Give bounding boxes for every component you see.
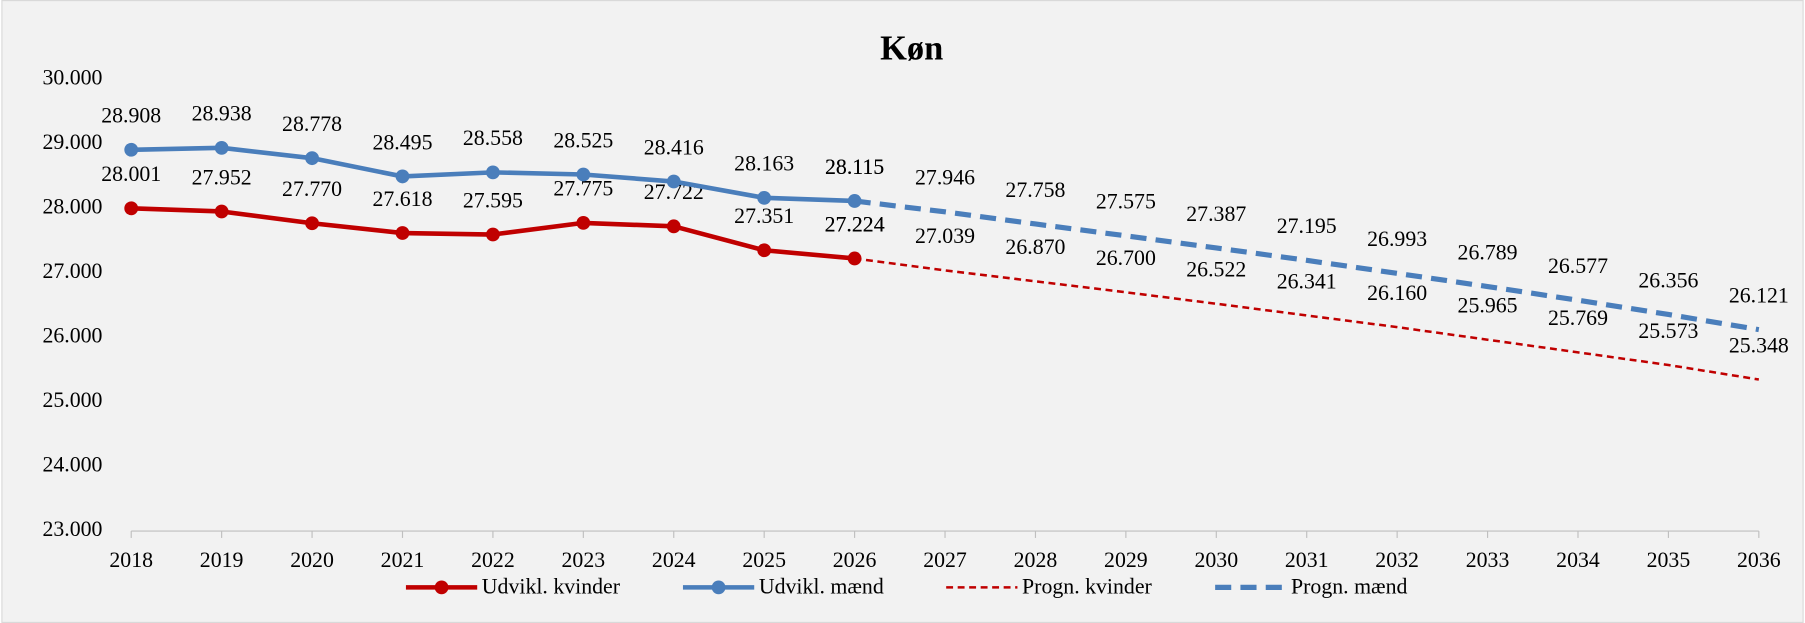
data-label: 27.195 [1277,214,1337,238]
x-tick-label: 2019 [200,548,244,572]
series-line [854,198,1760,333]
data-label: 27.575 [1096,190,1156,214]
data-label: 28.938 [192,102,252,126]
series-marker [305,151,319,166]
data-label: 25.769 [1548,306,1608,330]
x-tick-label: 2033 [1466,548,1510,572]
legend-label: Udvikl. kvinder [482,575,621,599]
data-label: 28.778 [282,112,342,136]
x-tick-label: 2034 [1556,548,1600,572]
series-marker [576,216,591,230]
x-tick-label: 2032 [1375,548,1419,572]
legend-label: Progn. kvinder [1022,575,1152,599]
series-marker [124,142,139,157]
x-tick-label: 2026 [833,548,877,572]
data-label: 27.039 [915,224,975,248]
data-label: 27.351 [734,204,794,228]
x-tick-label: 2029 [1104,548,1148,572]
y-tick-label: 23.000 [42,517,102,541]
data-label: 27.224 [825,212,885,236]
data-label: 26.789 [1458,240,1518,264]
data-label: 26.700 [1096,246,1156,270]
series-marker [124,201,139,216]
legend-marker [711,580,726,595]
series-marker [576,167,591,182]
legend-marker [434,580,449,595]
data-label: 26.341 [1277,269,1337,293]
data-label: 25.573 [1638,319,1698,343]
y-tick-label: 27.000 [42,259,102,283]
y-tick-label: 29.000 [42,130,102,154]
legend-label: Progn. mænd [1291,575,1408,599]
series-marker [305,216,319,231]
chart-title: Køn [880,30,943,68]
data-label: 28.908 [101,104,161,128]
series-marker [395,226,410,240]
x-tick-label: 2023 [562,548,606,572]
x-tick-label: 2035 [1647,548,1691,572]
series-marker [214,140,229,155]
data-label: 27.952 [192,165,252,189]
y-tick-label: 26.000 [42,323,102,347]
x-tick-label: 2022 [471,548,515,572]
data-label: 28.525 [553,128,613,152]
data-label: 28.163 [734,152,794,176]
x-tick-label: 2028 [1014,548,1058,572]
data-label: 27.758 [1005,178,1065,202]
x-tick-label: 2024 [652,548,696,572]
series-marker [395,169,410,184]
series-marker [666,219,681,234]
x-tick-label: 2021 [381,548,425,572]
series-marker [666,174,681,189]
data-label: 27.770 [282,177,342,201]
data-label: 26.870 [1005,235,1065,259]
x-tick-label: 2036 [1737,548,1781,572]
data-label: 25.965 [1458,294,1518,318]
x-tick-label: 2020 [290,548,334,572]
x-tick-label: 2031 [1285,548,1329,572]
data-label: 27.224 [825,212,885,236]
x-tick-label: 2027 [923,548,967,572]
y-tick-label: 24.000 [42,453,102,477]
data-label: 28.115 [825,155,884,179]
data-label: 26.121 [1729,283,1789,307]
data-label: 28.495 [372,130,432,154]
data-label: 27.618 [372,187,432,211]
series-marker [486,227,500,242]
x-tick-label: 2018 [109,548,153,572]
series-marker [757,190,772,205]
x-tick-label: 2030 [1194,548,1238,572]
y-tick-label: 25.000 [42,388,102,412]
data-label: 28.001 [101,162,161,186]
y-tick-label: 28.000 [42,194,102,218]
data-label: 27.387 [1186,202,1246,226]
x-tick-label: 2025 [742,548,786,572]
data-label: 27.946 [915,166,975,190]
series-marker [214,204,229,219]
data-label: 26.522 [1186,258,1246,282]
data-label: 26.160 [1367,281,1427,305]
data-label: 26.577 [1548,254,1608,278]
data-label: 27.595 [463,188,523,212]
data-label: 28.416 [644,135,704,159]
data-label: 28.558 [463,126,523,150]
legend-label: Udvikl. mænd [759,575,884,599]
data-label: 25.348 [1729,333,1789,357]
data-label: 26.356 [1638,268,1698,292]
series-line [854,257,1760,381]
series-marker [486,165,500,180]
y-tick-label: 30.000 [42,65,102,89]
series-marker [757,243,772,258]
data-label: 28.115 [825,155,884,179]
data-label: 26.993 [1367,227,1427,251]
